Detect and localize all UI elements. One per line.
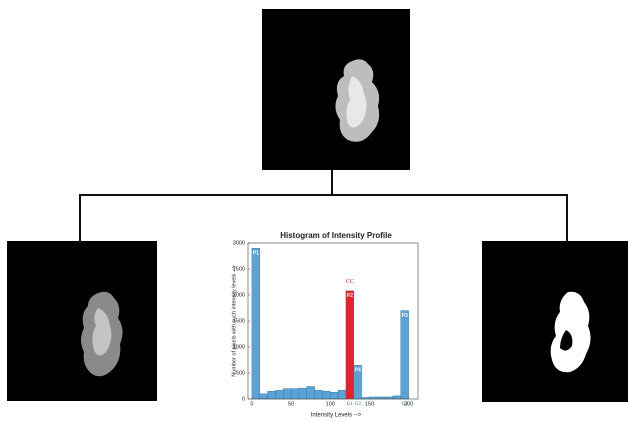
bar [346,291,354,399]
bar [291,389,299,399]
x-tick-label: 50 [288,401,294,407]
axis-note: G1 [347,402,354,407]
figure: Histogram of Intensity Profile Intensity… [0,0,628,422]
bar [275,390,283,399]
bar [299,388,307,399]
y-tick-label: 2000 [233,292,245,298]
bar [307,387,315,399]
x-tick-label: 100 [326,401,335,407]
bar [315,390,323,399]
bar [283,389,291,399]
white-matter-image [482,241,628,402]
x-tick-label: 150 [365,401,374,407]
y-tick-label: 500 [236,370,245,376]
grey-matter-image [7,241,157,401]
bar [377,397,385,399]
bar-label: P2 [347,293,353,299]
bar [369,397,377,399]
y-tick-label: 1000 [233,344,245,350]
source-image [262,9,410,170]
bar [401,311,409,399]
x-tick-label: 0 [250,401,253,407]
y-tick-label: 1500 [233,318,245,324]
bar-label: P4 [355,368,361,374]
axis-note: G3 [355,402,362,407]
bar [330,392,338,399]
bar [252,248,260,399]
bar-note: CC [346,279,354,285]
bar-label: P3 [402,313,408,319]
bar [393,396,401,399]
y-tick-label: 3000 [233,240,245,246]
y-tick-label: 2500 [233,266,245,272]
bar [260,394,268,399]
chart-title: Histogram of Intensity Profile [280,231,392,240]
x-axis-label: Intensity Levels --> [311,413,362,419]
bar [322,391,330,399]
y-tick-label: 0 [242,396,245,402]
bar-label: P1 [253,251,259,257]
bar [268,391,276,399]
bar [338,390,346,399]
axis-note: G2 [402,402,409,407]
bar [385,397,393,399]
